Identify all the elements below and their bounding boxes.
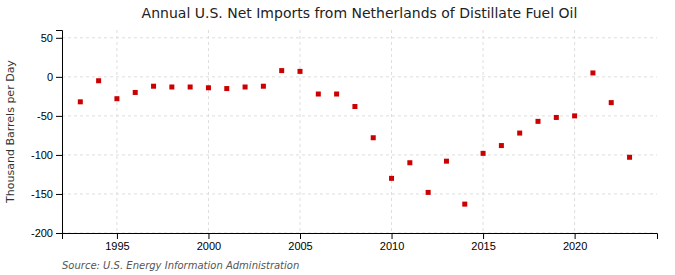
point <box>499 143 504 148</box>
chart: 1995 2000 2005 2010 2015 2020 -200 -150 -100 -50 0… <box>0 0 675 275</box>
tick: 50 <box>41 32 62 44</box>
point <box>224 86 229 91</box>
grid-line <box>483 30 484 233</box>
tick-label: 2010 <box>380 240 404 252</box>
grid-line <box>391 30 392 233</box>
grid-line <box>208 30 209 233</box>
tick-mark <box>56 155 62 156</box>
point <box>133 90 138 95</box>
tick-mark <box>56 77 62 78</box>
tick-mark <box>300 233 301 239</box>
point <box>298 69 303 74</box>
point <box>352 104 357 109</box>
tick-mark <box>56 116 62 117</box>
tick: -50 <box>37 110 62 122</box>
tick: 2005 <box>288 233 312 252</box>
tick-label: -100 <box>31 149 53 161</box>
tick-mark <box>208 233 209 239</box>
plot: 1995 2000 2005 2010 2015 2020 -200 -150 -100 -50 0… <box>31 30 658 252</box>
tick-mark <box>483 233 484 239</box>
tick-label: 2005 <box>288 240 312 252</box>
grid-line <box>62 37 657 38</box>
point <box>334 92 339 97</box>
point <box>188 84 193 89</box>
point <box>151 84 156 89</box>
tick-label: 2020 <box>563 240 587 252</box>
point <box>206 85 211 90</box>
tick-label: 0 <box>47 71 53 83</box>
tick-label: 50 <box>41 32 53 44</box>
grid <box>62 30 657 233</box>
tick: 0 <box>47 71 62 83</box>
tick-mark <box>575 233 576 239</box>
point <box>536 119 541 124</box>
tick-mark <box>117 233 118 239</box>
title: Annual U.S. Net Imports from Netherlands… <box>142 5 578 21</box>
point <box>609 100 614 105</box>
point <box>462 202 467 207</box>
point <box>243 84 248 89</box>
point <box>261 84 266 89</box>
tick: 2020 <box>563 233 587 252</box>
point <box>572 113 577 118</box>
x-axis: 1995 2000 2005 2010 2015 2020 <box>63 233 658 252</box>
tick-label: 2015 <box>471 240 495 252</box>
point <box>114 96 119 101</box>
tick-label: -150 <box>31 188 53 200</box>
tick: -200 <box>31 227 62 239</box>
point <box>444 159 449 164</box>
axis-line <box>56 31 63 234</box>
source: Source: U.S. Energy Information Administ… <box>62 260 299 271</box>
tick-mark <box>56 194 62 195</box>
point <box>407 160 412 165</box>
point <box>481 151 486 156</box>
tick-label: 1995 <box>105 240 129 252</box>
grid-line <box>62 154 657 155</box>
grid-line <box>62 115 657 116</box>
point <box>78 99 83 104</box>
tick: -100 <box>31 149 62 161</box>
tick-label: -50 <box>37 110 53 122</box>
grid-line <box>116 30 117 233</box>
tick-label: -200 <box>31 227 53 239</box>
point <box>169 84 174 89</box>
point <box>316 92 321 97</box>
tick-mark <box>56 233 62 234</box>
grid-line <box>574 30 575 233</box>
tick: 2015 <box>471 233 495 252</box>
points <box>78 68 632 207</box>
tick: -150 <box>31 188 62 200</box>
grid-line <box>62 193 657 194</box>
y-axis: -200 -150 -100 -50 0 50 <box>31 31 63 240</box>
point <box>279 68 284 73</box>
point <box>554 115 559 120</box>
point <box>627 155 632 160</box>
point <box>517 131 522 136</box>
point <box>371 135 376 140</box>
point <box>426 190 431 195</box>
tick-label: 2000 <box>197 240 221 252</box>
tick: 2000 <box>197 233 221 252</box>
point <box>96 78 101 83</box>
grid-line <box>300 30 301 233</box>
point <box>590 70 595 75</box>
y-axis-title: Thousand Barrels per Day <box>4 60 17 204</box>
tick: 1995 <box>105 233 129 252</box>
point <box>389 176 394 181</box>
tick: 2010 <box>380 233 404 252</box>
grid-line <box>62 76 657 77</box>
axis-line <box>63 234 658 240</box>
tick-mark <box>56 38 62 39</box>
tick-mark <box>392 233 393 239</box>
